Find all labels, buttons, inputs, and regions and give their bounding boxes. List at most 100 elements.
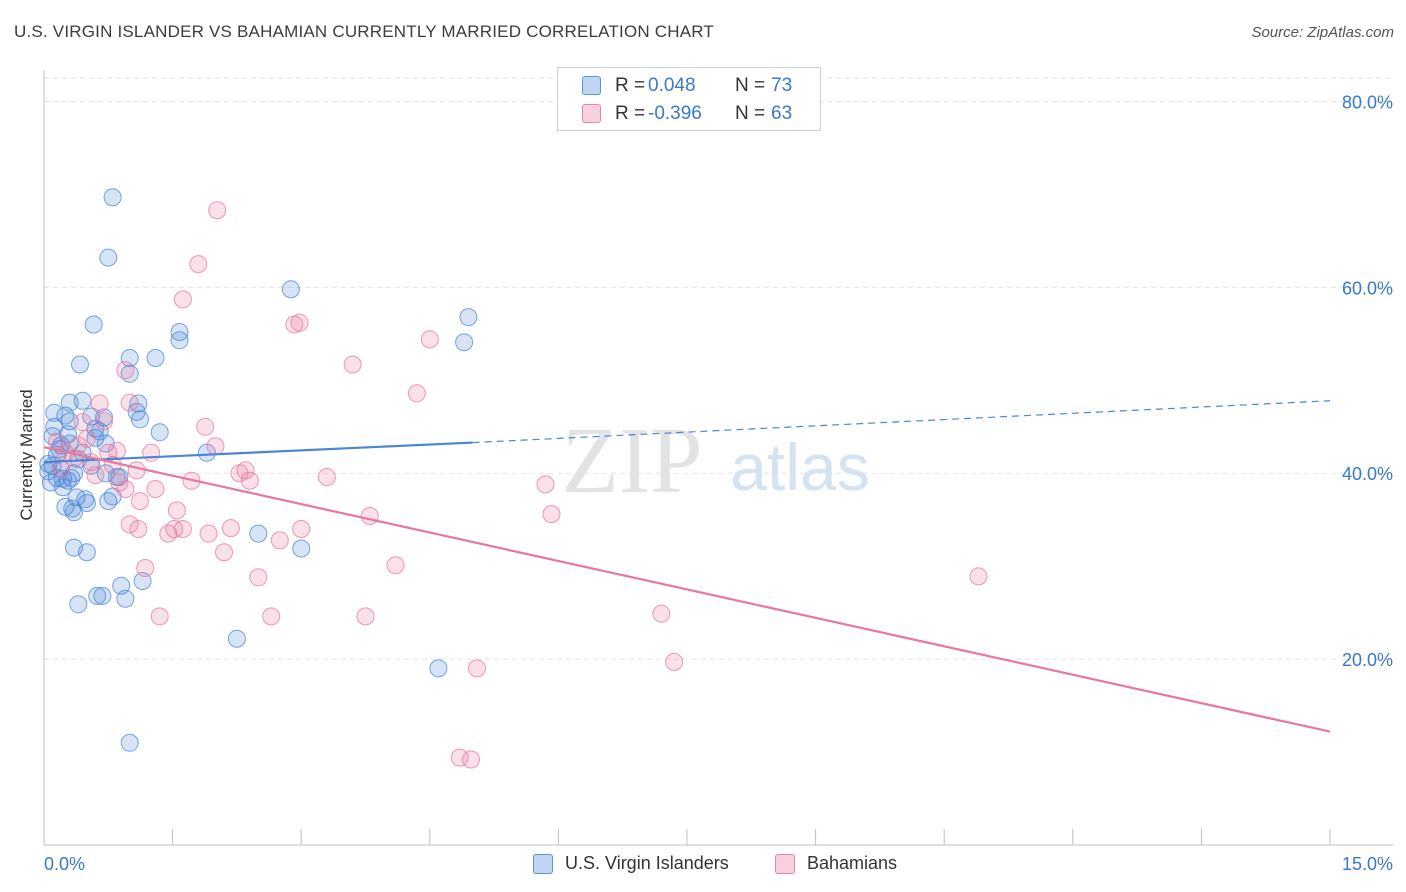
chart-title: U.S. VIRGIN ISLANDER VS BAHAMIAN CURRENT… — [14, 22, 715, 41]
point-bahamians — [652, 604, 671, 623]
point-virgin-islanders — [459, 308, 478, 327]
axes — [43, 70, 1393, 846]
point-bahamians — [189, 255, 208, 274]
point-bahamians — [69, 436, 88, 455]
r-value: 0.048 — [648, 75, 696, 96]
swatch-bahamians — [582, 104, 601, 123]
point-bahamians — [969, 567, 988, 586]
point-bahamians — [249, 568, 268, 587]
point-virgin-islanders — [47, 468, 66, 487]
point-virgin-islanders — [120, 733, 139, 752]
point-bahamians — [116, 480, 135, 498]
point-virgin-islanders — [281, 280, 300, 299]
point-bahamians — [450, 748, 469, 767]
point-bahamians — [173, 290, 192, 309]
point-virgin-islanders — [150, 423, 169, 442]
point-virgin-islanders — [116, 589, 135, 608]
legend-swatch-bahamians — [775, 854, 795, 874]
point-virgin-islanders — [455, 333, 474, 352]
y-tick-label: 60.0% — [1342, 278, 1393, 298]
point-virgin-islanders — [71, 355, 89, 374]
point-bahamians — [116, 361, 135, 380]
legend-item-bahamians[interactable]: Bahamians — [775, 852, 925, 876]
point-virgin-islanders — [120, 349, 139, 367]
point-bahamians — [215, 543, 233, 562]
point-bahamians — [173, 520, 192, 538]
x-tick-label-max: 15.0% — [1342, 854, 1393, 874]
point-virgin-islanders — [59, 425, 77, 444]
point-bahamians — [317, 468, 336, 486]
point-virgin-islanders — [249, 524, 268, 543]
point-virgin-islanders — [227, 629, 246, 648]
point-bahamians — [262, 607, 281, 626]
point-virgin-islanders — [99, 248, 118, 267]
point-bahamians — [142, 443, 161, 462]
source-note: Source: ZipAtlas.com — [1251, 24, 1394, 41]
point-bahamians — [150, 607, 169, 626]
data-points — [39, 188, 988, 769]
stats-row-virgin-islanders: R = 0.048 N = 73 — [558, 72, 820, 100]
r-label: R = — [615, 75, 646, 96]
point-bahamians — [86, 466, 105, 485]
gridlines — [44, 77, 1393, 660]
y-tick-labels: 20.0% 40.0% 60.0% 80.0% — [1342, 92, 1393, 670]
n-label: N = — [735, 75, 766, 96]
point-virgin-islanders — [77, 494, 96, 512]
point-bahamians — [90, 394, 109, 413]
r-value: -0.396 — [648, 103, 702, 124]
point-virgin-islanders — [77, 543, 96, 562]
y-tick-label: 80.0% — [1342, 92, 1393, 112]
point-virgin-islanders — [93, 586, 112, 605]
point-bahamians — [665, 652, 684, 671]
trend-lines — [43, 400, 1331, 733]
x-ticks — [43, 829, 1331, 845]
point-bahamians — [120, 515, 139, 534]
trend-line-bahamians — [43, 446, 1331, 733]
stats-row-bahamians: R = -0.396 N = 63 — [558, 100, 820, 128]
point-bahamians — [407, 384, 426, 403]
n-value: 63 — [771, 103, 793, 124]
point-bahamians — [360, 507, 379, 525]
watermark-zip: ZIP — [562, 409, 703, 513]
point-bahamians — [420, 330, 439, 349]
point-virgin-islanders — [65, 503, 83, 522]
point-virgin-islanders — [45, 417, 64, 436]
legend-label: U.S. Virgin Islanders — [565, 853, 729, 873]
point-virgin-islanders — [131, 410, 149, 429]
point-virgin-islanders — [103, 188, 122, 207]
point-bahamians — [542, 505, 561, 524]
point-bahamians — [107, 441, 126, 460]
point-bahamians — [73, 413, 92, 432]
point-virgin-islanders — [146, 349, 165, 367]
zipatlas-watermark: ZIP atlas — [562, 409, 870, 513]
point-virgin-islanders — [170, 331, 189, 350]
y-tick-label: 20.0% — [1342, 650, 1393, 670]
legend-label: Bahamians — [807, 853, 898, 873]
point-virgin-islanders — [69, 595, 88, 614]
point-bahamians — [131, 492, 149, 511]
point-virgin-islanders — [45, 403, 64, 422]
point-bahamians — [208, 201, 227, 220]
point-bahamians — [127, 461, 146, 480]
point-bahamians — [120, 393, 139, 412]
watermark-atlas: atlas — [730, 430, 869, 504]
point-bahamians — [356, 607, 375, 626]
point-bahamians — [146, 480, 165, 498]
point-virgin-islanders — [84, 315, 103, 334]
point-virgin-islanders — [292, 539, 311, 558]
correlation-stats-box: R = 0.048 N = 73 R = -0.396 N = 63 — [557, 67, 821, 131]
legend-item-virgin-islanders[interactable]: U.S. Virgin Islanders — [533, 852, 753, 876]
point-virgin-islanders — [73, 391, 92, 410]
trend-line-virgin-islanders — [43, 441, 473, 464]
y-tick-label: 40.0% — [1342, 464, 1393, 484]
point-bahamians — [386, 556, 405, 575]
point-bahamians — [236, 461, 255, 480]
point-bahamians — [199, 524, 218, 543]
point-bahamians — [343, 355, 362, 374]
point-bahamians — [129, 520, 148, 538]
point-bahamians — [290, 313, 309, 332]
legend-swatch-virgin-islanders — [533, 854, 553, 874]
point-bahamians — [270, 531, 289, 550]
point-virgin-islanders — [88, 586, 107, 605]
